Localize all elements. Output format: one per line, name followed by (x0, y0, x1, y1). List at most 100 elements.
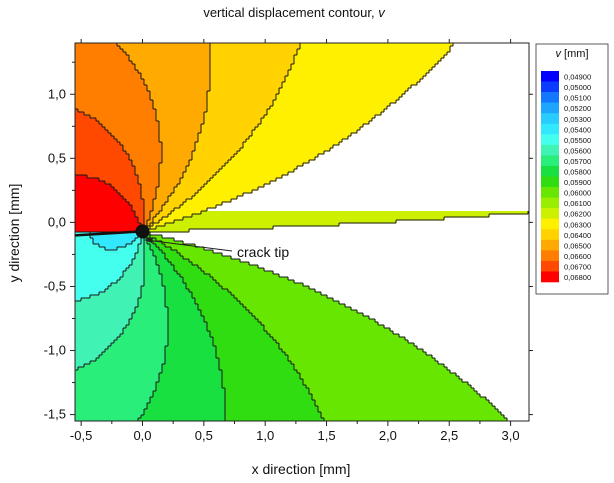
contour-cell (168, 343, 214, 347)
contour-cell (132, 208, 145, 212)
contour-cell (120, 193, 142, 197)
contour-cell (90, 235, 139, 239)
contour-cell (162, 364, 220, 368)
contour-cell (99, 244, 127, 248)
contour-cell (138, 247, 145, 251)
contour-cell (297, 370, 451, 374)
contour-cell (168, 334, 211, 338)
contour-cell (267, 109, 385, 113)
contour-cell (207, 91, 280, 95)
contour-cell (150, 397, 226, 401)
contour-cell (156, 196, 169, 200)
contour-cell (75, 64, 136, 68)
contour-cell (156, 238, 175, 242)
contour-cell (75, 244, 100, 248)
contour-cell (147, 403, 226, 407)
contour-cell (207, 94, 277, 98)
contour-cell (75, 352, 103, 356)
contour-cell (234, 295, 328, 299)
contour-cell (75, 412, 145, 416)
contour-cell (84, 364, 163, 368)
contour-cell (75, 385, 157, 389)
contour-cell (177, 250, 214, 254)
contour-cell (150, 400, 226, 404)
contour-cell (159, 211, 172, 215)
contour-cell (159, 268, 175, 272)
contour-cell (180, 205, 217, 209)
contour-cell (138, 298, 166, 302)
contour-cell (225, 418, 325, 421)
contour-cell (84, 112, 157, 116)
contour-cell (252, 130, 358, 134)
contour-cell (135, 67, 211, 71)
contour-cell (243, 142, 340, 146)
contour-cell (225, 415, 322, 419)
legend-level-label: 0,05200 (564, 104, 591, 113)
contour-cell (270, 106, 388, 110)
contour-cell (165, 358, 220, 362)
legend-swatch (541, 134, 559, 146)
x-tick-label: 2,5 (440, 428, 458, 443)
contour-cell (225, 400, 316, 404)
contour-cell (315, 400, 490, 404)
contour-cell (156, 259, 169, 263)
contour-cell (141, 289, 166, 293)
contour-cell (144, 283, 163, 287)
contour-cell (135, 166, 160, 170)
contour-cell (75, 178, 100, 182)
legend-swatch (541, 165, 559, 177)
contour-cell (234, 154, 319, 158)
contour-cell (75, 316, 133, 320)
contour-cell (141, 292, 166, 296)
contour-cell (141, 196, 157, 200)
contour-cell (144, 274, 163, 278)
contour-cell (75, 190, 118, 194)
contour-cell (210, 49, 298, 53)
contour-cell (153, 220, 160, 224)
contour-cell (165, 223, 340, 227)
contour-cell (159, 172, 184, 176)
contour-cell (75, 109, 79, 113)
contour-cell (75, 169, 136, 173)
contour-cell (156, 187, 175, 191)
contour-cell (144, 256, 157, 260)
contour-cell (210, 178, 277, 182)
contour-cell (249, 136, 349, 140)
contour-cell (213, 175, 283, 179)
contour-cell (135, 256, 145, 260)
y-tick-label: -1,5 (44, 407, 66, 422)
contour-cell (294, 364, 445, 368)
contour-cell (90, 295, 142, 299)
contour-cell (300, 373, 457, 377)
contour-cell (249, 310, 358, 314)
contour-cell (300, 46, 451, 50)
contour-cell (210, 55, 295, 59)
contour-cell (282, 349, 424, 353)
contour-cell (75, 253, 136, 257)
contour-cell (165, 301, 196, 305)
contour-cell (75, 247, 106, 251)
contour-cell (117, 190, 142, 194)
contour-cell (75, 298, 82, 302)
contour-cell (75, 214, 136, 218)
contour-cell (75, 292, 100, 296)
contour-cell (141, 190, 157, 194)
contour-cell (75, 415, 142, 419)
contour-cell (219, 358, 289, 362)
contour-cell (75, 94, 151, 98)
contour-cell (75, 130, 109, 134)
contour-cell (216, 172, 289, 176)
contour-cell (75, 325, 127, 329)
contour-cell (153, 241, 163, 245)
contour-cell (75, 295, 91, 299)
contour-cell (264, 325, 385, 329)
contour-cell (75, 370, 163, 374)
contour-cell (225, 409, 319, 413)
contour-cell (75, 238, 94, 242)
contour-cell (210, 73, 289, 77)
contour-cell (168, 310, 202, 314)
contour-cell (120, 277, 145, 281)
contour-cell (96, 118, 157, 122)
contour-cell (75, 364, 85, 368)
contour-cell (102, 124, 160, 128)
